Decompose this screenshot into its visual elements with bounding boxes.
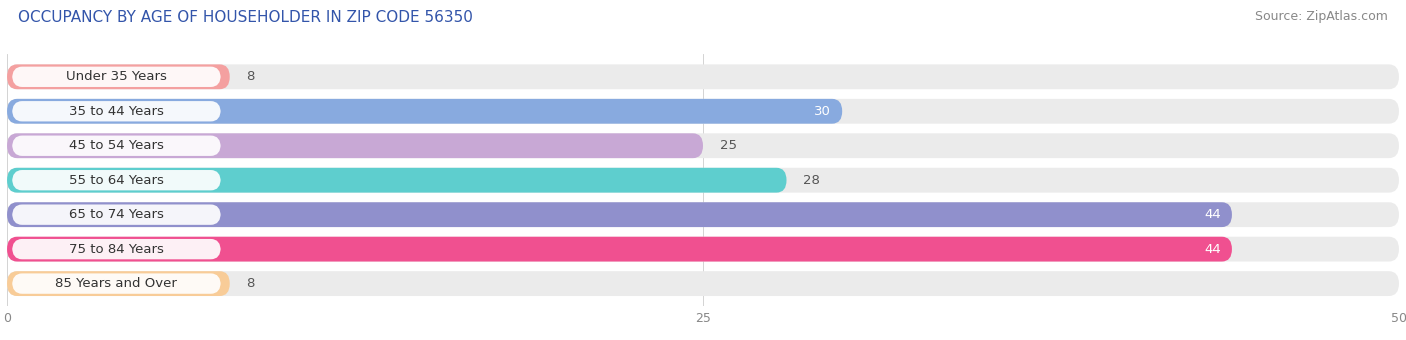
FancyBboxPatch shape (7, 64, 1399, 89)
Text: 28: 28 (803, 174, 820, 187)
Text: Under 35 Years: Under 35 Years (66, 70, 167, 83)
FancyBboxPatch shape (7, 99, 842, 124)
Text: 25: 25 (720, 139, 737, 152)
Text: 35 to 44 Years: 35 to 44 Years (69, 105, 165, 118)
Text: 75 to 84 Years: 75 to 84 Years (69, 243, 165, 256)
Text: OCCUPANCY BY AGE OF HOUSEHOLDER IN ZIP CODE 56350: OCCUPANCY BY AGE OF HOUSEHOLDER IN ZIP C… (18, 10, 474, 25)
FancyBboxPatch shape (7, 168, 1399, 192)
FancyBboxPatch shape (7, 64, 229, 89)
FancyBboxPatch shape (7, 237, 1232, 261)
Text: 8: 8 (246, 277, 254, 290)
Text: 65 to 74 Years: 65 to 74 Years (69, 208, 165, 221)
Text: 30: 30 (814, 105, 831, 118)
FancyBboxPatch shape (7, 271, 1399, 296)
FancyBboxPatch shape (13, 239, 221, 259)
FancyBboxPatch shape (7, 271, 229, 296)
Text: 45 to 54 Years: 45 to 54 Years (69, 139, 165, 152)
Text: 44: 44 (1204, 243, 1220, 256)
FancyBboxPatch shape (7, 168, 786, 192)
FancyBboxPatch shape (7, 133, 1399, 158)
FancyBboxPatch shape (13, 273, 221, 294)
FancyBboxPatch shape (7, 202, 1232, 227)
Text: 44: 44 (1204, 208, 1220, 221)
FancyBboxPatch shape (13, 101, 221, 121)
Text: Source: ZipAtlas.com: Source: ZipAtlas.com (1254, 10, 1388, 23)
FancyBboxPatch shape (7, 202, 1399, 227)
FancyBboxPatch shape (7, 133, 703, 158)
Text: 55 to 64 Years: 55 to 64 Years (69, 174, 165, 187)
FancyBboxPatch shape (13, 170, 221, 190)
FancyBboxPatch shape (13, 204, 221, 225)
FancyBboxPatch shape (7, 237, 1399, 261)
FancyBboxPatch shape (13, 67, 221, 87)
FancyBboxPatch shape (13, 136, 221, 156)
Text: 8: 8 (246, 70, 254, 83)
FancyBboxPatch shape (7, 99, 1399, 124)
Text: 85 Years and Over: 85 Years and Over (55, 277, 177, 290)
